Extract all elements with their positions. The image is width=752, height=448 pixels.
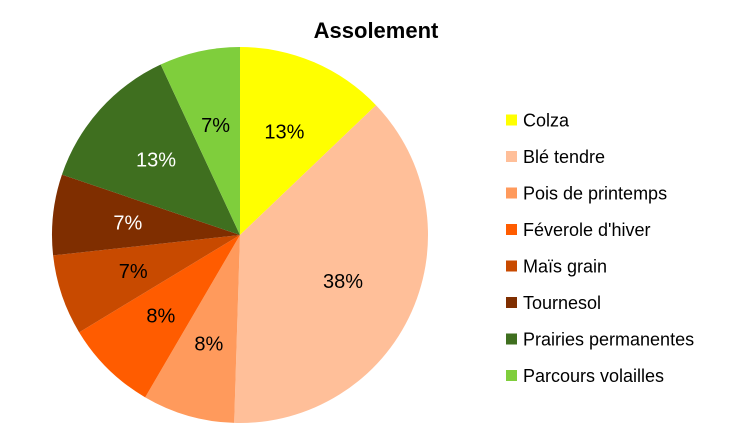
legend-label-parcours-volailles: Parcours volailles [523,366,664,386]
pie-label-parcours-volailles: 7% [201,115,230,137]
pie-slice-ble-tendre [234,105,428,423]
legend-swatch-mais-grain [506,260,517,272]
pie-slice-colza [240,47,377,235]
legend-label-prairies-permanentes: Prairies permanentes [523,330,694,350]
legend-swatch-colza [506,114,517,126]
pie-label-mais-grain: 7% [119,261,148,283]
legend-label-feverole-d-hiver: Féverole d'hiver [523,220,651,240]
pie-slice-prairies-permanentes [61,64,240,235]
legend-label-mais-grain: Maïs grain [523,257,607,277]
legend-swatch-feverole-d-hiver [506,224,517,235]
pie-label-colza: 13% [264,121,304,143]
legend-swatch-ble-tendre [506,151,517,162]
pie-label-pois-de-printemps: 8% [194,333,223,355]
pie-slice-pois-de-printemps [145,235,240,423]
legend-swatch-prairies-permanentes [506,333,517,345]
legend-label-colza: Colza [523,111,570,131]
legend-swatch-pois-de-printemps [506,187,517,199]
legend-label-ble-tendre: Blé tendre [523,147,605,167]
pie-slice-tournesol [52,174,241,256]
pie-label-tournesol: 7% [113,213,142,235]
pie-slice-mais-grain [53,235,240,333]
pie-label-feverole-d-hiver: 8% [146,305,175,327]
chart-title: Assolement [314,18,439,43]
legend-label-pois-de-printemps: Pois de printemps [523,184,667,204]
legend-label-tournesol: Tournesol [523,293,601,313]
pie-slice-feverole-d-hiver [79,235,240,398]
legend-swatch-tournesol [506,297,517,308]
pie-slice-parcours-volailles [160,47,240,235]
legend-swatch-parcours-volailles [506,370,517,381]
legend: Colza Blé tendre Pois de printemps Féverole… [506,111,694,386]
pie-slices [52,47,428,423]
pie-label-ble-tendre: 38% [323,271,363,293]
pie-percent-labels: 13% 38% 8% 8% 7% 7% 13% 7% [113,115,363,356]
pie-label-prairies-permanentes: 13% [136,150,176,172]
